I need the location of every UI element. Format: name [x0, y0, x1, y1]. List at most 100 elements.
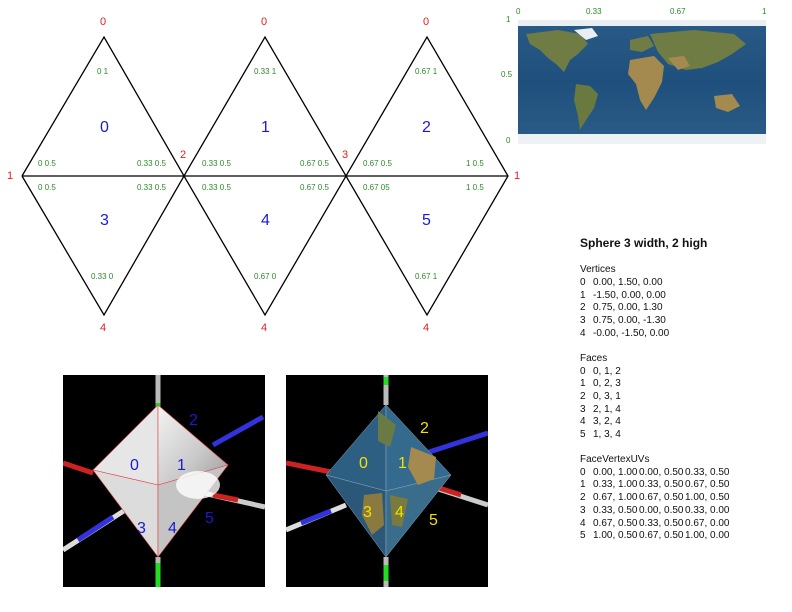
uv-row: 4 0.67, 0.50 0.33, 0.50 0.67, 0.00 [580, 518, 785, 531]
vertex-row: 0 0.00, 1.50, 0.00 [580, 277, 785, 290]
uv-label: 0 1 [97, 67, 109, 76]
face-row: 5 1, 3, 4 [580, 429, 785, 442]
vertices-heading: Vertices [580, 264, 616, 275]
uv-index: 0 [580, 466, 586, 478]
face-row: 1 0, 2, 3 [580, 378, 785, 391]
render-face-label: 5 [429, 512, 438, 529]
map-u-tick: 1 [762, 7, 767, 16]
map-v-tick: 1 [506, 15, 511, 24]
uv-c: 0.67, 0.50 [685, 479, 730, 491]
uv-a: 0.67, 0.50 [593, 517, 638, 529]
uv-b: 0.00, 0.50 [639, 466, 684, 478]
uv-c: 1.00, 0.50 [685, 492, 730, 504]
render-face-label: 4 [395, 504, 404, 521]
uv-label: 1 0.5 [466, 183, 484, 192]
uv-c: 0.33, 0.00 [685, 504, 730, 516]
vertex-label: 1 [514, 170, 520, 182]
render-face-label: 2 [420, 420, 429, 437]
shaded-mesh [92, 404, 229, 558]
render-face-label: 0 [359, 455, 368, 472]
uv-b: 0.67, 0.50 [639, 492, 684, 504]
uv-c: 0.33, 0.50 [685, 466, 730, 478]
face-row: 3 2, 1, 4 [580, 404, 785, 417]
uv-b: 0.00, 0.50 [639, 504, 684, 516]
uv-c: 1.00, 0.00 [685, 530, 730, 542]
uv-index: 3 [580, 504, 586, 516]
map-u-tick: 0.33 [586, 7, 602, 16]
vertex-row: 1 -1.50, 0.00, 0.00 [580, 290, 785, 303]
axis-lines [63, 375, 265, 587]
map-v-tick: 0 [506, 136, 511, 145]
sphere-info-panel: Sphere 3 width, 2 high Vertices 0 0.00, 1… [580, 236, 785, 543]
uv-label: 0.67 0.5 [363, 159, 392, 168]
faces-heading: Faces [580, 352, 608, 364]
vertex-label: 2 [180, 149, 186, 161]
sphere-net-diagram: 0 0 0 1 2 3 1 4 4 4 0 1 2 3 4 5 0 1 0 0.… [7, 16, 520, 334]
uv-index: 1 [580, 479, 586, 491]
face-verts: 0, 1, 2 [593, 365, 621, 377]
vertex-label: 1 [7, 170, 13, 182]
uv-a: 0.33, 0.50 [593, 504, 638, 516]
vertex-coords: -1.50, 0.00, 0.00 [593, 289, 666, 301]
face-row: 4 3, 2, 4 [580, 416, 785, 429]
vertex-coords: 0.75, 0.00, 1.30 [593, 302, 663, 314]
map-v-tick: 0.5 [501, 70, 513, 79]
vertex-label: 3 [342, 149, 348, 161]
render-textured-mesh: 0 1 2 3 4 5 [286, 375, 488, 587]
uv-label: 0 0.5 [38, 183, 56, 192]
render-face-label: 5 [205, 510, 214, 527]
textured-mesh [325, 404, 452, 558]
render-face-label: 2 [189, 412, 198, 429]
face-label: 3 [100, 212, 109, 229]
face-label: 1 [261, 119, 270, 136]
uv-a: 1.00, 0.50 [593, 530, 638, 542]
uv-label: 1 0.5 [466, 159, 484, 168]
vertex-index: 4 [580, 327, 586, 339]
map-u-tick: 0 [516, 7, 521, 16]
face-label: 0 [100, 119, 109, 136]
uv-label: 0.67 0.5 [300, 159, 329, 168]
uv-index: 5 [580, 530, 586, 542]
uv-row: 5 1.00, 0.50 0.67, 0.50 1.00, 0.00 [580, 530, 785, 543]
face-label: 5 [422, 212, 431, 229]
face-verts: 0, 2, 3 [593, 378, 621, 390]
uv-b: 0.67, 0.50 [639, 530, 684, 542]
earth-texture-map [518, 20, 766, 144]
info-title: Sphere 3 width, 2 high [580, 236, 708, 250]
render-face-label: 3 [363, 504, 372, 521]
render-face-label: 0 [130, 457, 139, 474]
face-row: 0 0, 1, 2 [580, 366, 785, 379]
uv-row: 3 0.33, 0.50 0.00, 0.50 0.33, 0.00 [580, 505, 785, 518]
uv-label: 0.67 1 [415, 67, 438, 76]
face-label: 4 [261, 212, 270, 229]
uv-label: 0.33 0.5 [137, 159, 166, 168]
uv-label: 0.67 05 [363, 183, 390, 192]
vertex-label: 4 [423, 322, 429, 334]
face-index: 0 [580, 365, 586, 377]
face-label: 2 [422, 119, 431, 136]
vertex-label: 0 [423, 16, 429, 28]
face-index: 5 [580, 429, 586, 441]
vertex-index: 1 [580, 289, 586, 301]
vertex-label: 0 [100, 16, 106, 28]
uv-index: 2 [580, 492, 586, 504]
uv-row: 1 0.33, 1.00 0.33, 0.50 0.67, 0.50 [580, 479, 785, 492]
uv-label: 0.67 1 [415, 272, 438, 281]
face-index: 4 [580, 416, 586, 428]
uv-label: 0.67 0.5 [300, 183, 329, 192]
map-u-tick: 0.67 [670, 7, 686, 16]
uv-label: 0 0.5 [38, 159, 56, 168]
render-shaded-mesh: 0 1 2 3 4 5 [63, 375, 265, 587]
uv-a: 0.33, 1.00 [593, 479, 638, 491]
vertex-index: 2 [580, 302, 586, 314]
uv-row: 0 0.00, 1.00 0.00, 0.50 0.33, 0.50 [580, 467, 785, 480]
render-face-label: 1 [398, 455, 407, 472]
vertex-index: 0 [580, 277, 586, 288]
vertex-coords: 0.00, 1.50, 0.00 [593, 277, 663, 288]
render-face-label: 1 [177, 457, 186, 474]
render-face-label: 3 [137, 520, 146, 537]
uv-index: 4 [580, 517, 586, 529]
uv-b: 0.33, 0.50 [639, 479, 684, 491]
face-verts: 0, 3, 1 [593, 390, 621, 402]
face-index: 2 [580, 390, 586, 402]
